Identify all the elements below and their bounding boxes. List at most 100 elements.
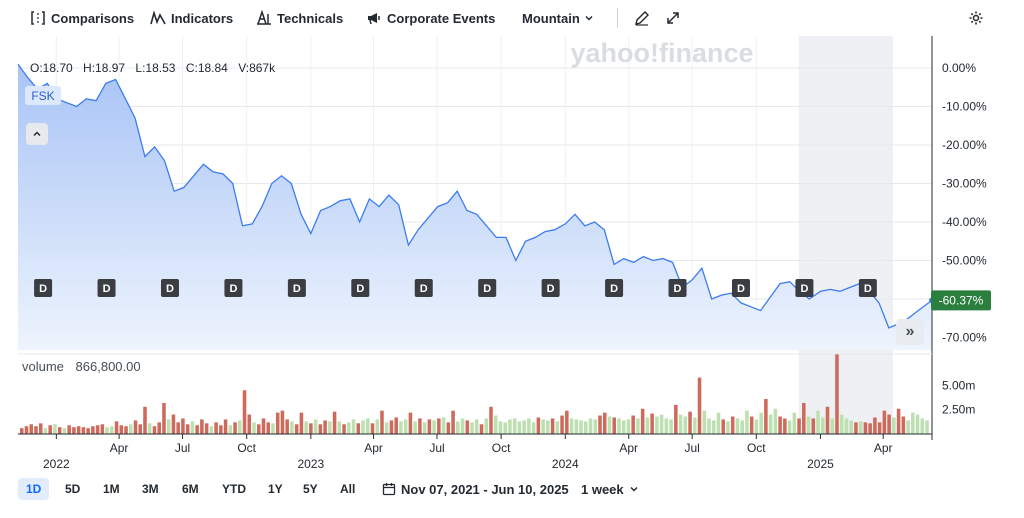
settings-icon <box>969 11 983 25</box>
volume-bar <box>550 418 555 434</box>
draw-button[interactable] <box>633 9 651 27</box>
volume-bar <box>157 422 161 434</box>
dividend-marker <box>287 279 306 297</box>
dividend-marker <box>34 279 53 297</box>
indicators-button[interactable]: Indicators <box>150 9 233 27</box>
volume-bar <box>683 416 688 434</box>
volume-bar <box>560 415 564 434</box>
watermark: yahoo!finance <box>570 38 753 68</box>
volume-bar <box>309 423 313 434</box>
range-5y[interactable]: 5Y <box>303 482 318 496</box>
range-6m[interactable]: 6M <box>182 482 199 496</box>
volume-bar <box>574 419 579 434</box>
interval-dropdown[interactable]: 1 week <box>581 479 639 499</box>
x-tick-label: Jul <box>429 441 444 455</box>
range-3m[interactable]: 3M <box>142 482 159 496</box>
volume-bar <box>915 414 920 434</box>
x-tick-label: 2025 <box>807 457 834 471</box>
fullscreen-button[interactable] <box>664 9 682 27</box>
volume-bar <box>384 422 389 434</box>
comparisons-label: Comparisons <box>51 10 135 26</box>
chart-style-dropdown[interactable]: Mountain <box>522 9 594 27</box>
volume-bar <box>351 419 356 434</box>
volume-bar <box>143 406 147 434</box>
volume-bar <box>645 417 650 434</box>
chevron-up-icon <box>33 131 41 137</box>
technicals-button[interactable]: Technicals <box>256 9 343 27</box>
settings-button[interactable] <box>967 9 985 27</box>
range-1y[interactable]: 1Y <box>268 482 283 496</box>
volume-bar <box>323 420 327 434</box>
volume-bar <box>489 406 493 434</box>
volume-bar <box>555 421 560 434</box>
volume-bar <box>361 420 365 434</box>
volume-value: V:867k <box>238 61 276 75</box>
volume-bar <box>176 422 180 434</box>
volume-bar <box>223 419 228 434</box>
range-1d[interactable]: 1D <box>18 478 50 500</box>
volume-bar <box>105 427 109 434</box>
x-tick-label: Oct <box>237 441 256 455</box>
date-range-label: Nov 07, 2021 - Jun 10, 2025 <box>401 481 569 497</box>
dividend-marker-label: D <box>864 283 872 295</box>
volume-bar <box>299 412 304 434</box>
last-change-label: -60.37% <box>939 293 984 307</box>
volume-bar <box>631 415 635 434</box>
volume-bar <box>465 420 470 434</box>
range-all[interactable]: All <box>340 482 356 496</box>
volume-bar <box>91 426 95 434</box>
volume-bar <box>783 418 787 434</box>
volume-bar <box>584 421 588 434</box>
dividend-marker <box>668 279 687 297</box>
close-value: C:18.84 <box>185 61 228 75</box>
volume-bar <box>304 421 308 434</box>
dividend-marker <box>414 279 433 297</box>
volume-bar <box>185 424 190 434</box>
corporate-events-button[interactable]: Corporate Events <box>366 9 495 27</box>
volume-bar <box>456 421 460 434</box>
dividend-marker <box>97 279 116 297</box>
symbol-tag[interactable]: FSK <box>25 86 61 105</box>
dividend-marker-label: D <box>356 283 364 295</box>
corporate-events-label: Corporate Events <box>387 10 496 26</box>
volume-bar <box>849 420 853 434</box>
date-range-picker[interactable]: Nov 07, 2021 - Jun 10, 2025 <box>382 479 569 499</box>
fullscreen-icon <box>667 12 679 24</box>
range-5d[interactable]: 5D <box>65 482 81 496</box>
open-value: O:18.70 <box>30 61 73 75</box>
volume-bar <box>920 418 925 434</box>
volume-bar <box>806 416 811 434</box>
chevron-down-icon <box>630 486 638 492</box>
scroll-to-latest-button[interactable]: » <box>896 319 924 345</box>
volume-bar <box>617 418 621 434</box>
volume-bar <box>119 425 124 434</box>
volume-bar <box>498 421 503 434</box>
range-ytd[interactable]: YTD <box>222 482 246 496</box>
volume-bar <box>863 422 868 434</box>
x-tick-label: Oct <box>492 441 511 455</box>
volume-bar <box>787 420 792 434</box>
volume-bar <box>892 417 896 434</box>
x-tick-label: 2022 <box>43 457 70 471</box>
comparisons-button[interactable]: Comparisons <box>30 9 134 27</box>
range-1m[interactable]: 1M <box>103 482 120 496</box>
volume-bar <box>816 410 820 434</box>
volume-bar <box>588 418 593 434</box>
volume-bar <box>854 422 858 434</box>
volume-bar <box>693 417 697 434</box>
collapse-legend-button[interactable] <box>26 123 48 145</box>
volume-bar <box>408 412 413 434</box>
volume-bar <box>702 410 707 434</box>
volume-bar <box>621 420 626 434</box>
volume-bar <box>432 420 436 434</box>
x-tick-label: Oct <box>747 441 766 455</box>
volume-bar <box>655 416 659 434</box>
volume-bar <box>152 426 157 434</box>
volume-bar <box>313 419 318 434</box>
volume-bar <box>602 412 607 434</box>
volume-bar <box>114 421 119 434</box>
volume-bar <box>171 414 176 434</box>
volume-bar <box>612 417 616 434</box>
volume-tick-label: 2.50m <box>942 403 975 417</box>
volume-bar <box>531 422 536 434</box>
